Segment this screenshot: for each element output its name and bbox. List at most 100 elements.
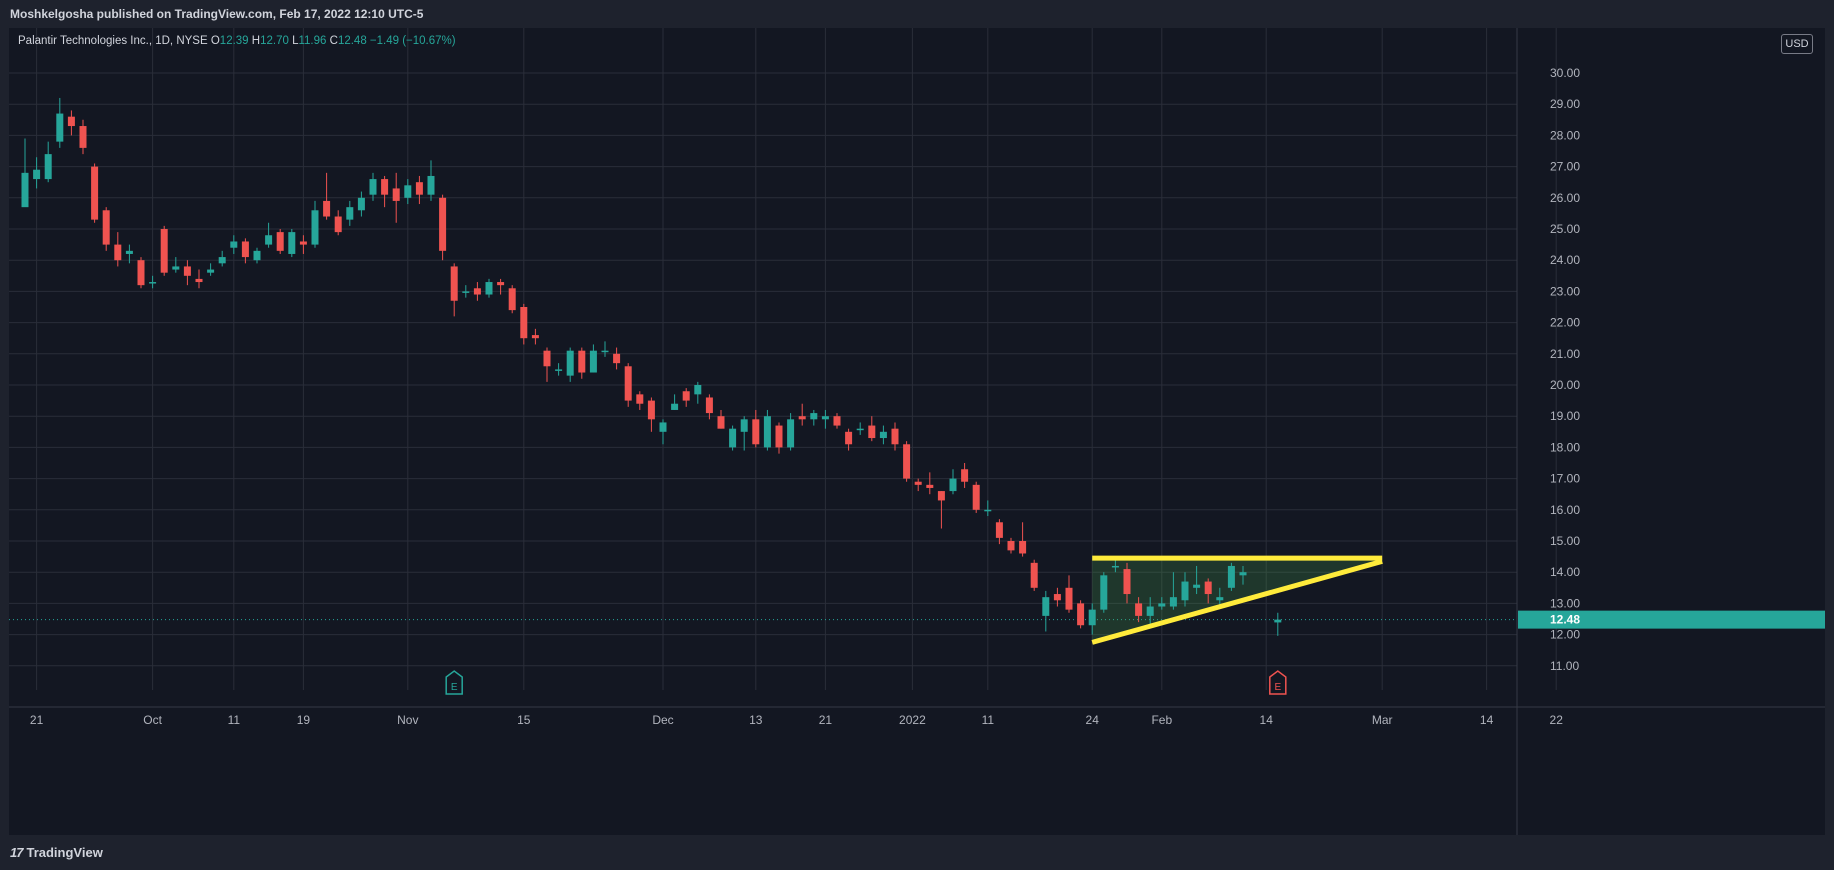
candle-body — [253, 250, 261, 261]
candle-body — [183, 266, 191, 276]
x-tick-label: Feb — [1151, 713, 1172, 727]
footer-bar — [0, 835, 1834, 870]
open-value: 12.39 — [219, 35, 249, 47]
x-tick-label: 13 — [749, 713, 763, 727]
candle-body — [346, 207, 354, 220]
x-tick-label: 22 — [1550, 713, 1564, 727]
chart-panel[interactable] — [9, 28, 1825, 835]
candle-body — [578, 350, 586, 373]
candle-body — [1077, 603, 1085, 626]
y-tick-label: 27.00 — [1550, 160, 1580, 174]
y-tick-label: 13.00 — [1550, 596, 1580, 610]
candle-body — [218, 257, 226, 264]
candle-body — [485, 282, 493, 295]
candle-body — [810, 413, 818, 420]
candle-body — [1111, 565, 1119, 568]
candle-body — [752, 419, 760, 445]
candle-body — [891, 428, 899, 445]
candle-body — [972, 484, 980, 510]
candle-body — [926, 484, 934, 488]
x-tick-label: 14 — [1480, 713, 1494, 727]
y-tick-label: 14.00 — [1550, 565, 1580, 579]
currency-badge[interactable]: USD — [1781, 34, 1813, 54]
candle-body — [415, 182, 423, 195]
candle-body — [497, 282, 505, 286]
symbol-name[interactable]: Palantir Technologies Inc., 1D, NYSE — [18, 35, 208, 47]
candle-body — [427, 175, 435, 195]
x-tick-label: 14 — [1260, 713, 1274, 727]
y-tick-label: 18.00 — [1550, 440, 1580, 454]
y-tick-label: 19.00 — [1550, 409, 1580, 423]
candle-body — [392, 188, 400, 201]
candle-body — [241, 241, 249, 258]
x-tick-label: 24 — [1086, 713, 1100, 727]
candle-body — [1158, 603, 1166, 607]
x-tick-label: Dec — [652, 713, 673, 727]
candle-body — [589, 350, 597, 373]
candle-body — [125, 250, 133, 254]
x-tick-label: 11 — [982, 713, 995, 727]
y-tick-label: 12.00 — [1550, 628, 1580, 642]
y-tick-label: 11.00 — [1550, 659, 1579, 673]
earnings-icon — [445, 670, 463, 695]
high-value: 12.70 — [260, 35, 289, 47]
candle-body — [33, 169, 41, 180]
candle-body — [1181, 581, 1189, 601]
candle-body — [1065, 587, 1073, 610]
candle-body — [381, 179, 389, 195]
y-tick-label: 16.00 — [1550, 503, 1580, 517]
tradingview-logo[interactable]: 17 TradingView — [10, 845, 103, 860]
candle-body — [914, 481, 922, 485]
x-tick-label: 19 — [297, 713, 311, 727]
candle-body — [1088, 609, 1096, 626]
candle-body — [160, 229, 168, 273]
candle-body — [1030, 562, 1038, 588]
x-tick-label: Nov — [397, 713, 418, 727]
candle-body — [172, 266, 180, 270]
candle-body — [67, 116, 75, 127]
candle-body — [1019, 541, 1027, 554]
x-tick-label: Oct — [143, 713, 162, 727]
candle-body — [276, 232, 284, 251]
candle-body — [868, 425, 876, 439]
candle-body — [137, 260, 145, 286]
candle-body — [879, 431, 887, 439]
candle-body — [984, 509, 992, 512]
candle-body — [856, 428, 864, 431]
candle-body — [311, 210, 319, 245]
change-value: −1.49 (−10.67%) — [369, 35, 456, 47]
candle-body — [613, 353, 621, 364]
candle-body — [1227, 565, 1235, 588]
publisher-header: Moshkelgosha published on TradingView.co… — [0, 0, 1834, 28]
symbol-legend: Palantir Technologies Inc., 1D, NYSE O12… — [18, 35, 456, 47]
candle-body — [1123, 569, 1131, 595]
candle-body — [1169, 597, 1177, 607]
x-tick-label: 2022 — [899, 713, 926, 727]
candle-body — [439, 197, 447, 251]
candle-body — [903, 444, 911, 479]
y-tick-label: 17.00 — [1550, 472, 1580, 486]
open-label: O — [210, 35, 220, 47]
candle-body — [659, 422, 667, 432]
candle-body — [601, 350, 609, 353]
last-price-label: 12.48 — [1550, 613, 1580, 627]
candle-body — [775, 425, 783, 448]
candlestick-chart[interactable]: 11.00 12.00 13.00 14.00 15.00 16.00 17.00 18.00… — [0, 0, 1834, 835]
x-tick-label: 11 — [228, 713, 241, 727]
candle-body — [44, 154, 52, 180]
candle-body — [56, 113, 64, 142]
candle-body — [334, 216, 342, 233]
candle-body — [636, 394, 644, 404]
candle-body — [949, 478, 957, 492]
y-tick-label: 15.00 — [1550, 534, 1580, 548]
candle-body — [798, 416, 806, 420]
y-tick-label: 25.00 — [1550, 222, 1580, 236]
candle-body — [1146, 606, 1154, 616]
candle-body — [787, 419, 795, 448]
candle-body — [369, 179, 377, 195]
candle-body — [357, 197, 365, 211]
low-value: 11.96 — [298, 35, 327, 47]
y-tick-label: 28.00 — [1550, 128, 1580, 142]
close-value: 12.48 — [337, 35, 367, 47]
y-tick-label: 26.00 — [1550, 191, 1580, 205]
